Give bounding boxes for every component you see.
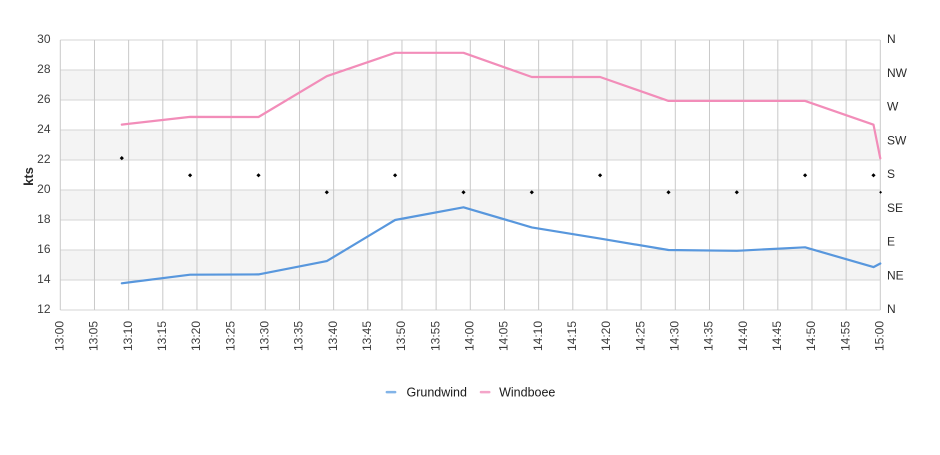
svg-text:14:10: 14:10 [531, 321, 545, 351]
svg-text:Windboee: Windboee [499, 385, 555, 399]
svg-text:12: 12 [37, 302, 51, 316]
svg-text:13:10: 13:10 [121, 321, 135, 351]
svg-text:SW: SW [887, 133, 907, 147]
svg-text:N: N [887, 302, 896, 316]
svg-text:24: 24 [37, 122, 51, 136]
svg-text:15:00: 15:00 [873, 321, 887, 351]
svg-text:16: 16 [37, 242, 51, 256]
svg-text:13:25: 13:25 [223, 321, 237, 351]
svg-text:kts: kts [21, 167, 36, 186]
svg-text:E: E [887, 235, 895, 249]
svg-text:13:15: 13:15 [155, 321, 169, 351]
svg-text:14: 14 [37, 272, 51, 286]
svg-text:30: 30 [37, 32, 51, 46]
svg-text:14:50: 14:50 [804, 321, 818, 351]
svg-text:13:30: 13:30 [258, 321, 272, 351]
svg-text:13:40: 13:40 [326, 321, 340, 351]
svg-text:14:15: 14:15 [565, 321, 579, 351]
svg-text:S: S [887, 167, 895, 181]
svg-text:26: 26 [37, 92, 51, 106]
svg-text:Grundwind: Grundwind [407, 385, 467, 399]
svg-text:20: 20 [37, 182, 51, 196]
svg-text:13:45: 13:45 [360, 321, 374, 351]
svg-text:14:20: 14:20 [599, 321, 613, 351]
svg-text:13:55: 13:55 [428, 321, 442, 351]
svg-text:NE: NE [887, 268, 904, 282]
svg-text:14:40: 14:40 [736, 321, 750, 351]
svg-text:13:35: 13:35 [292, 321, 306, 351]
svg-text:28: 28 [37, 62, 51, 76]
svg-text:14:00: 14:00 [463, 321, 477, 351]
svg-text:14:55: 14:55 [838, 321, 852, 351]
svg-text:14:25: 14:25 [633, 321, 647, 351]
svg-text:14:45: 14:45 [770, 321, 784, 351]
svg-text:W: W [887, 100, 899, 114]
svg-text:14:05: 14:05 [497, 321, 511, 351]
svg-text:13:50: 13:50 [394, 321, 408, 351]
svg-text:14:35: 14:35 [702, 321, 716, 351]
svg-text:22: 22 [37, 152, 51, 166]
svg-text:13:20: 13:20 [189, 321, 203, 351]
svg-text:NW: NW [887, 66, 908, 80]
svg-text:N: N [887, 32, 896, 46]
svg-text:13:05: 13:05 [87, 321, 101, 351]
svg-text:SE: SE [887, 201, 903, 215]
svg-text:14:30: 14:30 [668, 321, 682, 351]
svg-text:13:00: 13:00 [53, 321, 67, 351]
svg-text:18: 18 [37, 212, 51, 226]
